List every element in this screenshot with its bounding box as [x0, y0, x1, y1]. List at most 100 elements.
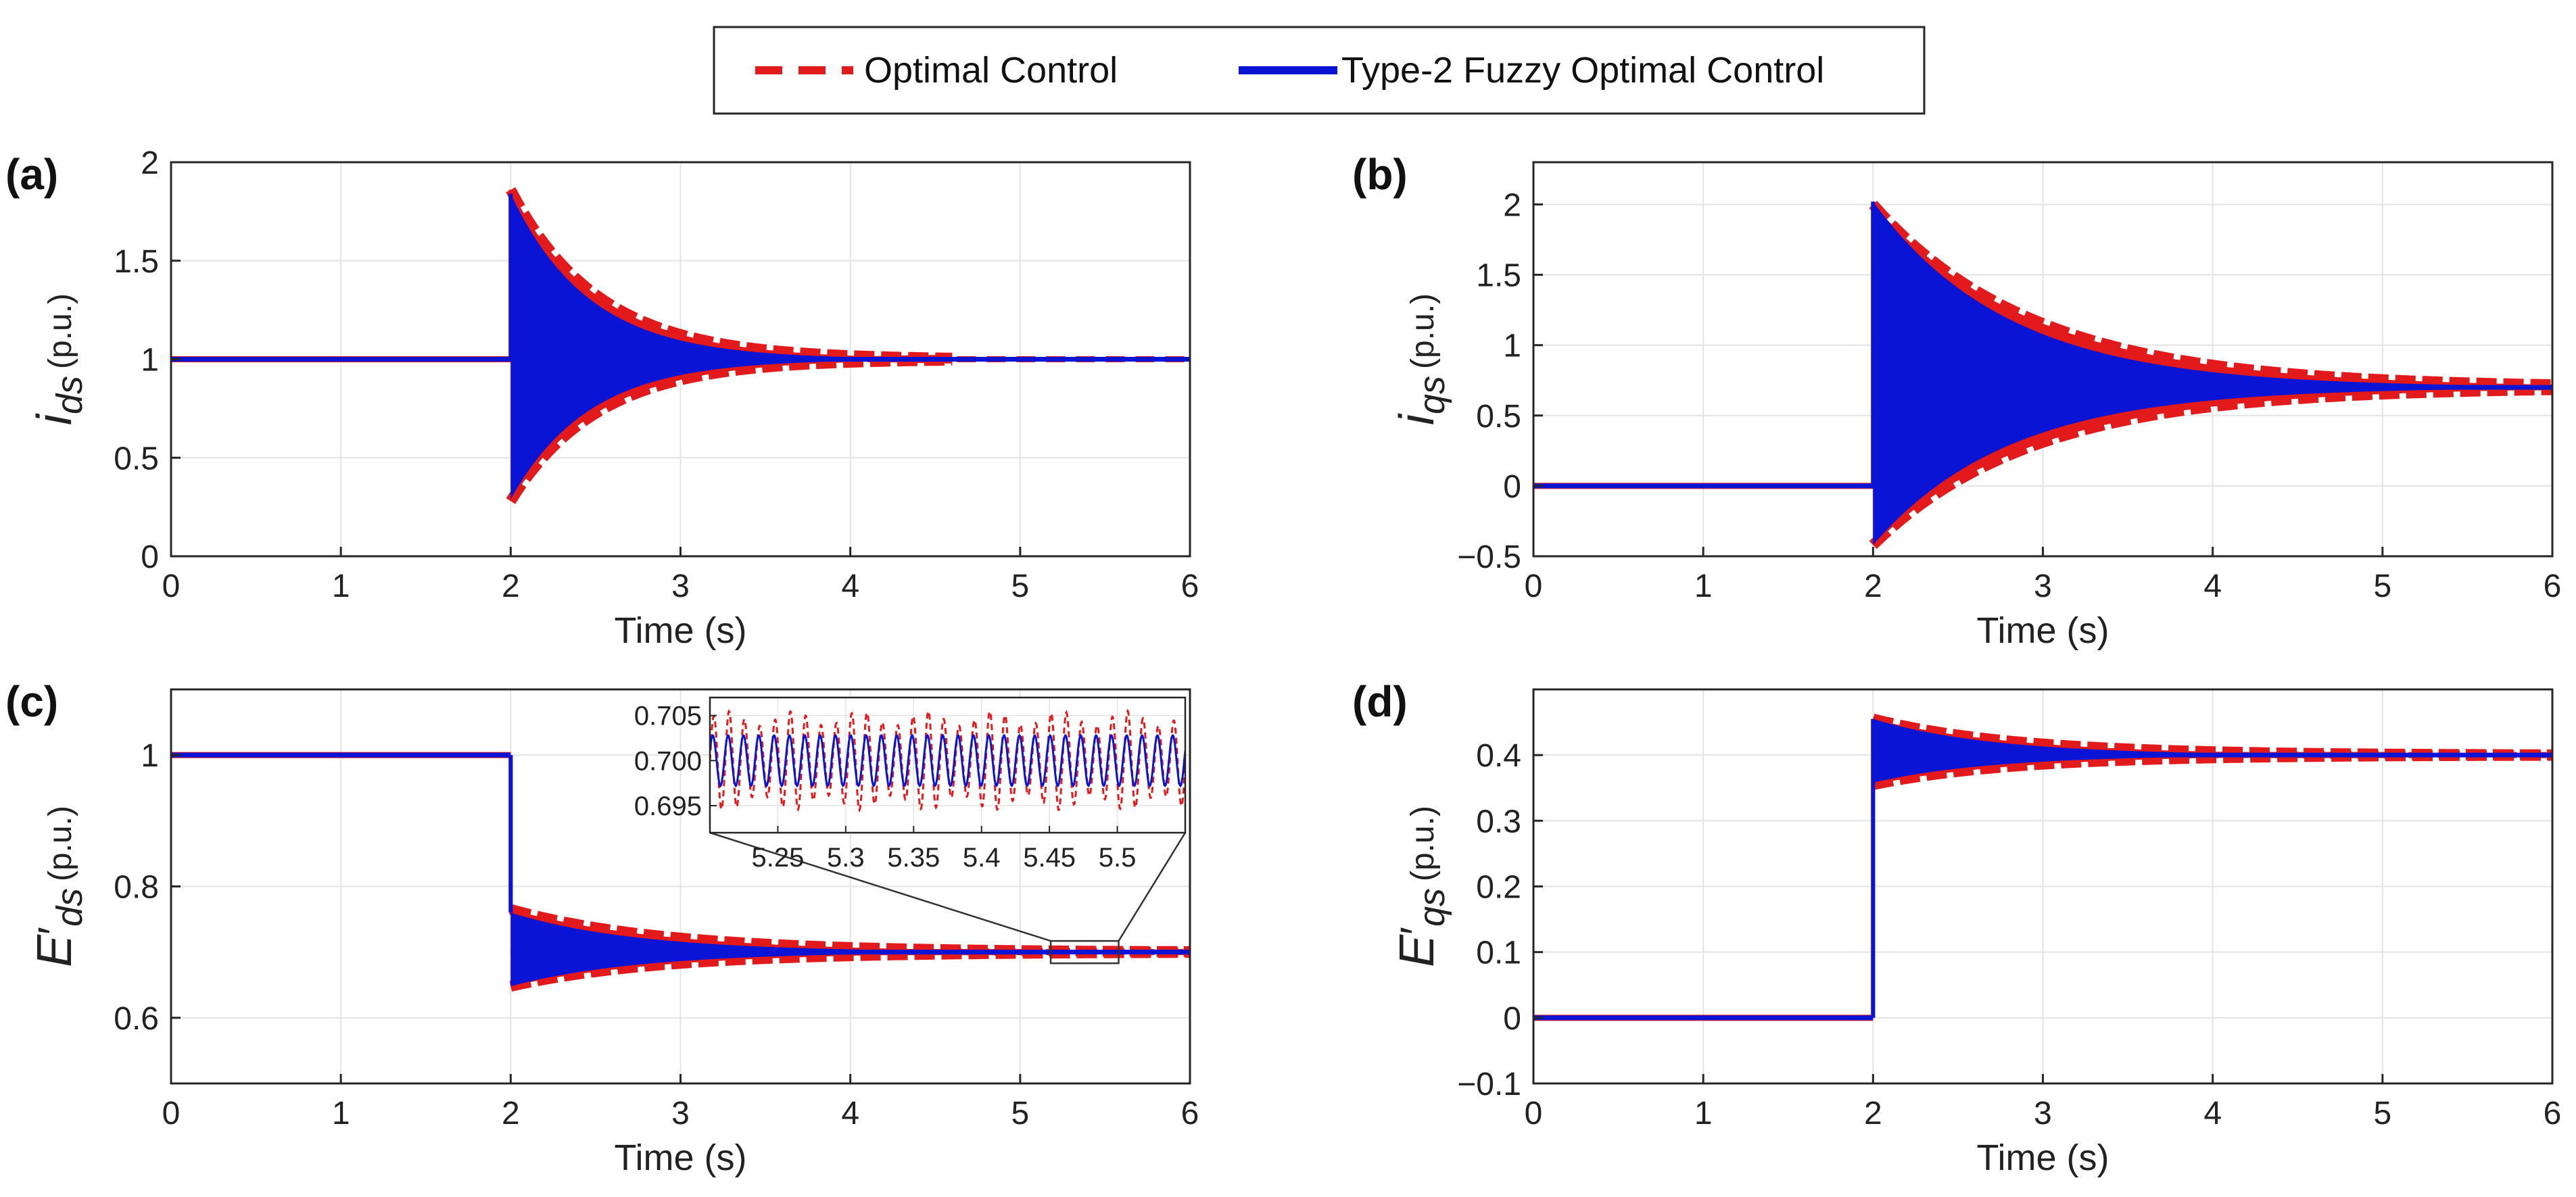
x-tick-label: 2: [502, 568, 520, 604]
y-label-symbol: E: [1390, 934, 1444, 967]
zoom-inset: 5.25 5.3 5.35 5.4 5.45 5.5 0.695 0.700 0.705: [634, 696, 1187, 964]
x-tick-label: 6: [1181, 1096, 1199, 1131]
y-axis-label: E′ds (p.u.): [28, 806, 90, 967]
y-tick-label: 0.4: [1476, 738, 1521, 774]
oscillation-band-fuzzy: [510, 912, 1190, 987]
y-tick-label: 1: [141, 738, 159, 774]
legend-label-optimal: Optimal Control: [864, 50, 1118, 91]
y-tick-label: 0.2: [1476, 870, 1521, 906]
inset-series: [710, 698, 1185, 833]
inset-y-tick-label: 0.695: [634, 791, 702, 821]
oscillation-band-fuzzy: [510, 193, 901, 499]
y-tick-label: 0.5: [114, 441, 159, 477]
y-tick-label: 1.5: [1476, 258, 1521, 294]
envelope-upper-optimal: [506, 187, 953, 364]
panel-a: 0 1 2 3 4 5 6 0 0.5 1 1.5 2 Time (s) ids (p.u.) (a): [5, 145, 1199, 651]
y-label-prime: ′: [29, 927, 78, 935]
x-tick-label: 2: [1864, 1096, 1882, 1131]
x-tick-label: 1: [1694, 568, 1713, 604]
y-label-unit: (p.u.): [43, 806, 78, 881]
y-tick-label: 0.6: [114, 1001, 159, 1037]
y-tick-label: 0.1: [1476, 935, 1521, 971]
x-tick-label: 6: [1181, 568, 1199, 604]
zoom-connector-right: [1118, 832, 1187, 942]
y-label-symbol: i: [28, 413, 82, 425]
oscillation-band-fuzzy: [1873, 718, 2552, 783]
x-axis-label: Time (s): [1977, 610, 2109, 651]
inset-y-tick-label: 0.700: [634, 746, 702, 776]
y-label-subscript: qs: [1412, 888, 1452, 927]
envelope-upper-optimal: [1869, 201, 2552, 391]
y-tick-label: 2: [1503, 187, 1521, 223]
x-tick-label: 6: [2544, 568, 2562, 604]
x-tick-label: 0: [162, 1096, 181, 1131]
series-group: [1533, 713, 2552, 1021]
x-tick-label: 5: [1011, 1096, 1029, 1131]
y-tick-label: 0: [1503, 469, 1521, 505]
x-tick-label: 4: [2203, 1096, 2222, 1131]
x-tick-label: 5: [1011, 568, 1029, 604]
oscillation-band-fuzzy: [1873, 201, 2552, 545]
y-tick-label: 0: [1503, 1001, 1521, 1037]
series-fuzzy: [1533, 718, 2552, 1021]
zoom-connector-left: [709, 831, 1051, 942]
x-tick-label: 1: [1694, 1096, 1713, 1131]
y-tick-label: 0.8: [114, 870, 159, 906]
inset-x-tick-label: 5.45: [1023, 843, 1076, 873]
x-tick-label: 2: [1864, 568, 1882, 604]
panel-label: (a): [5, 150, 58, 199]
envelope-lower-optimal: [1869, 384, 2552, 549]
x-axis-label: Time (s): [615, 1138, 747, 1178]
y-label-subscript: qs: [1412, 376, 1452, 414]
x-tick-label: 0: [1525, 568, 1543, 604]
inset-frame: [709, 696, 1187, 834]
legend: Optimal Control Type-2 Fuzzy Optimal Con…: [713, 26, 1926, 115]
x-tick-label: 0: [162, 568, 181, 604]
series-fuzzy: [171, 193, 1190, 499]
inset-x-tick-label: 5.3: [827, 843, 865, 873]
y-tick-label: 0: [141, 539, 159, 575]
panel-label: (c): [5, 677, 58, 726]
y-label-unit: (p.u.): [43, 293, 78, 369]
inset-x-tick-label: 5.35: [887, 843, 940, 873]
inset-x-tick-label: 5.4: [963, 843, 1001, 873]
y-tick-label: −0.5: [1457, 539, 1521, 575]
y-tick-label: −0.1: [1457, 1067, 1521, 1102]
x-tick-label: 0: [1525, 1096, 1543, 1131]
x-tick-label: 3: [671, 1096, 690, 1131]
series-group: [171, 187, 1190, 504]
y-label-subscript: ds: [49, 376, 90, 414]
panel-label: (b): [1352, 150, 1408, 199]
y-tick-label: 0.3: [1476, 804, 1521, 839]
x-tick-label: 1: [332, 1096, 350, 1131]
series-fuzzy: [171, 752, 1190, 987]
x-tick-label: 4: [841, 568, 859, 604]
y-label-unit: (p.u.): [1405, 806, 1441, 881]
x-tick-label: 3: [671, 568, 690, 604]
y-label-unit: (p.u.): [1405, 293, 1441, 369]
x-tick-label: 3: [2034, 568, 2052, 604]
panel-label: (d): [1352, 677, 1408, 726]
series-group: [171, 752, 1190, 992]
x-tick-label: 5: [2373, 1096, 2391, 1131]
inset-y-tick-label: 0.705: [634, 702, 702, 731]
y-label-symbol: E: [28, 934, 82, 967]
y-label-subscript: ds: [49, 888, 90, 927]
envelope-lower-optimal: [1871, 750, 2552, 790]
y-label-prime: ′: [1391, 927, 1440, 935]
x-tick-label: 1: [332, 568, 350, 604]
y-tick-label: 1.5: [114, 244, 159, 280]
series-fuzzy: [1533, 201, 2552, 545]
x-tick-label: 3: [2034, 1096, 2052, 1131]
x-tick-label: 6: [2544, 1096, 2562, 1131]
y-axis-label: iqs (p.u.): [1390, 293, 1452, 425]
legend-label-fuzzy: Type-2 Fuzzy Optimal Control: [1341, 50, 1824, 91]
x-axis-label: Time (s): [615, 610, 747, 651]
x-tick-label: 5: [2373, 568, 2391, 604]
x-tick-label: 4: [841, 1096, 859, 1131]
zoom-region-box: [1049, 939, 1120, 964]
